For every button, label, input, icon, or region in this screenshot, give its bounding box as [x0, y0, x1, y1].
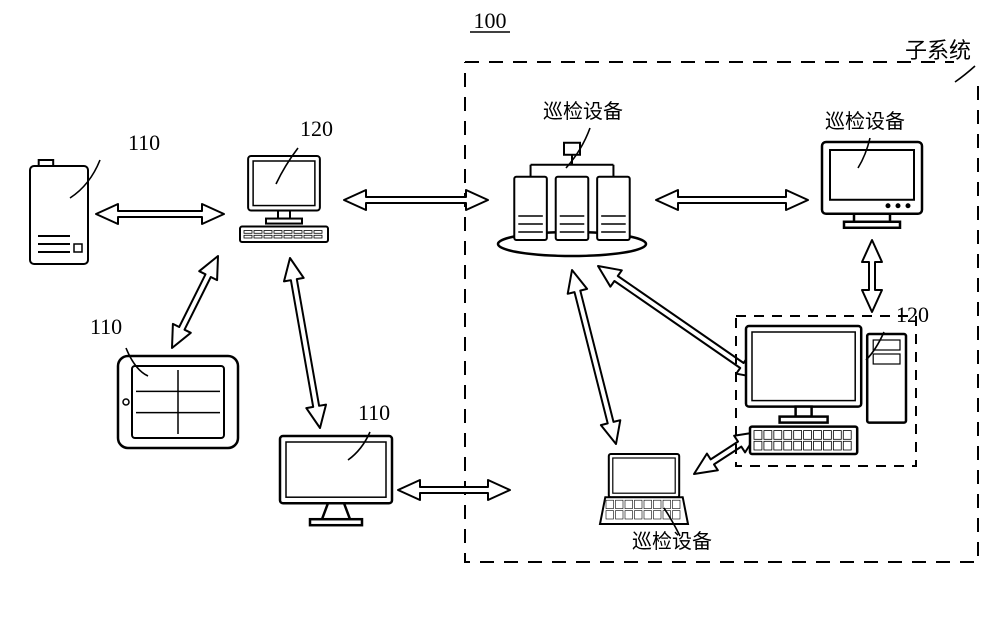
lbl-120-a: 120 [300, 116, 333, 141]
diagram-bg [0, 0, 1000, 617]
lbl-110-a: 110 [128, 130, 160, 155]
node-crt [822, 142, 922, 228]
dev-label-1: 巡检设备 [543, 100, 623, 123]
lbl-120-b: 120 [896, 302, 929, 327]
dev-label-2: 巡检设备 [825, 110, 905, 133]
node-server-110 [30, 160, 88, 264]
dev-label-3: 巡检设备 [632, 530, 712, 553]
figure-title: 100 [474, 8, 507, 33]
lbl-110-c: 110 [358, 400, 390, 425]
node-tablet-110 [118, 356, 238, 448]
system-diagram: 100子系统110120110110120巡检设备巡检设备巡检设备 [0, 0, 1000, 617]
subsystem-label: 子系统 [905, 38, 971, 63]
lbl-110-b: 110 [90, 314, 122, 339]
node-laptop [600, 454, 688, 524]
